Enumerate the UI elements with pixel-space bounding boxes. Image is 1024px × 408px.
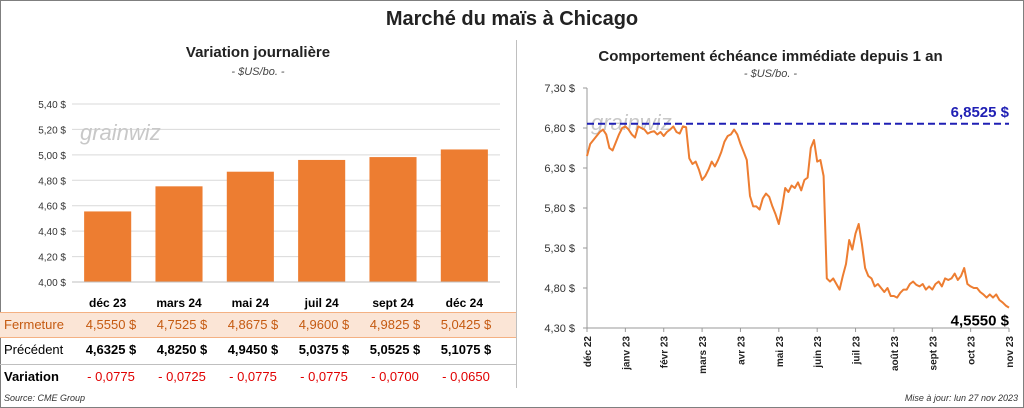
bar [369, 157, 417, 282]
x-tick-label: août 23 [890, 336, 901, 371]
y-tick-label: 7,30 $ [544, 83, 575, 95]
bar [298, 159, 346, 282]
table-cell: 4,6325 $ [85, 342, 137, 357]
table-cell: - 0,0775 [229, 369, 277, 384]
table-row-precedent: Précédent 4,6325 $ 4,8250 $ 4,9450 $ 5,0… [0, 338, 516, 362]
y-tick-label: 6,30 $ [544, 163, 575, 175]
left-chart-title: Variation journalière [185, 44, 331, 61]
table-cell: - 0,0725 [158, 369, 206, 384]
price-line [586, 125, 1010, 309]
x-tick-label: oct 23 [967, 336, 978, 365]
table-cell: 4,9600 $ [298, 317, 350, 332]
y-tick-label: 5,40 $ [38, 100, 66, 111]
table-cell: 4,9825 $ [369, 317, 421, 332]
y-tick-label: 5,80 $ [544, 203, 575, 215]
bar-chart: 5,40 $ 5,20 $ 5,00 $ 4,80 $ 4,60 $ 4,40 $ 4,20… [38, 100, 500, 310]
bar [155, 186, 203, 282]
table-cell: - 0,0700 [371, 369, 419, 384]
watermark: grainwiz [80, 120, 161, 145]
x-tick-label: mars 24 [156, 296, 202, 310]
page-title: Marché du maïs à Chicago [385, 8, 639, 30]
bar [84, 211, 132, 282]
table-row-fermeture: Fermeture 4,5550 $ 4,7525 $ 4,8675 $ 4,9… [0, 312, 516, 338]
y-tick-label: 5,20 $ [38, 125, 66, 136]
y-tick-label: 4,40 $ [38, 227, 66, 238]
y-tick-label: 4,80 $ [544, 283, 575, 295]
table-cell: 5,0375 $ [298, 342, 350, 357]
bar [440, 149, 488, 282]
x-tick-label: déc 24 [446, 296, 484, 310]
table-cell: - 0,0775 [300, 369, 348, 384]
y-tick-label: 4,00 $ [38, 278, 66, 289]
y-tick-label: 6,80 $ [544, 123, 575, 135]
x-tick-label: déc 22 [583, 336, 594, 368]
table-cell: 5,0425 $ [440, 317, 492, 332]
x-tick-label: janv 23 [621, 336, 632, 371]
table-cell: 4,5550 $ [85, 317, 137, 332]
x-tick-label: juil 23 [852, 336, 863, 366]
table-cell: 4,8675 $ [227, 317, 279, 332]
table-cell: - 0,0775 [87, 369, 135, 384]
x-tick-label: avr 23 [736, 336, 747, 365]
table-row-variation: Variation - 0,0775 - 0,0725 - 0,0775 - 0… [0, 364, 516, 389]
table-cell: 4,8250 $ [156, 342, 208, 357]
table-cell: 4,7525 $ [156, 317, 208, 332]
x-tick-label: déc 23 [89, 296, 127, 310]
source-note: Source: CME Group [4, 393, 86, 403]
left-chart-unit: - $US/bo. - [231, 66, 285, 78]
y-tick-label: 5,30 $ [544, 243, 575, 255]
x-tick-label: sept 24 [372, 296, 414, 310]
line-chart: 7,30 $ 6,80 $ 6,30 $ 5,80 $ 5,30 $ 4,80 $ 4,30… [544, 83, 1016, 374]
panel-divider [516, 40, 517, 388]
row-label: Variation [4, 369, 59, 384]
last-value-label: 4,5550 $ [951, 313, 1010, 330]
x-tick-label: mai 23 [775, 336, 786, 368]
row-label: Précédent [4, 342, 64, 357]
x-tick-label: juin 23 [813, 336, 824, 369]
right-chart-title: Comportement échéance immédiate depuis 1… [598, 48, 943, 65]
table-cell: 5,1075 $ [440, 342, 492, 357]
y-tick-label: 5,00 $ [38, 151, 66, 162]
x-tick-label: juil 24 [304, 296, 339, 310]
y-tick-label: 4,80 $ [38, 176, 66, 187]
x-tick-label: févr 23 [660, 336, 671, 369]
y-tick-label: 4,60 $ [38, 202, 66, 213]
x-tick-label: mai 24 [232, 296, 270, 310]
row-label: Fermeture [4, 317, 64, 332]
x-tick-label: nov 23 [1005, 336, 1016, 368]
table-cell: - 0,0650 [442, 369, 490, 384]
y-tick-label: 4,30 $ [544, 323, 575, 335]
update-note: Mise à jour: lun 27 nov 2023 [904, 393, 1018, 403]
x-tick-label: mars 23 [698, 336, 709, 374]
right-chart-unit: - $US/bo. - [743, 68, 798, 80]
bar [226, 171, 274, 282]
x-tick-label: sept 23 [928, 336, 939, 371]
reference-label: 6,8525 $ [951, 104, 1010, 121]
table-cell: 4,9450 $ [227, 342, 279, 357]
table-cell: 5,0525 $ [369, 342, 421, 357]
y-tick-label: 4,20 $ [38, 253, 66, 264]
